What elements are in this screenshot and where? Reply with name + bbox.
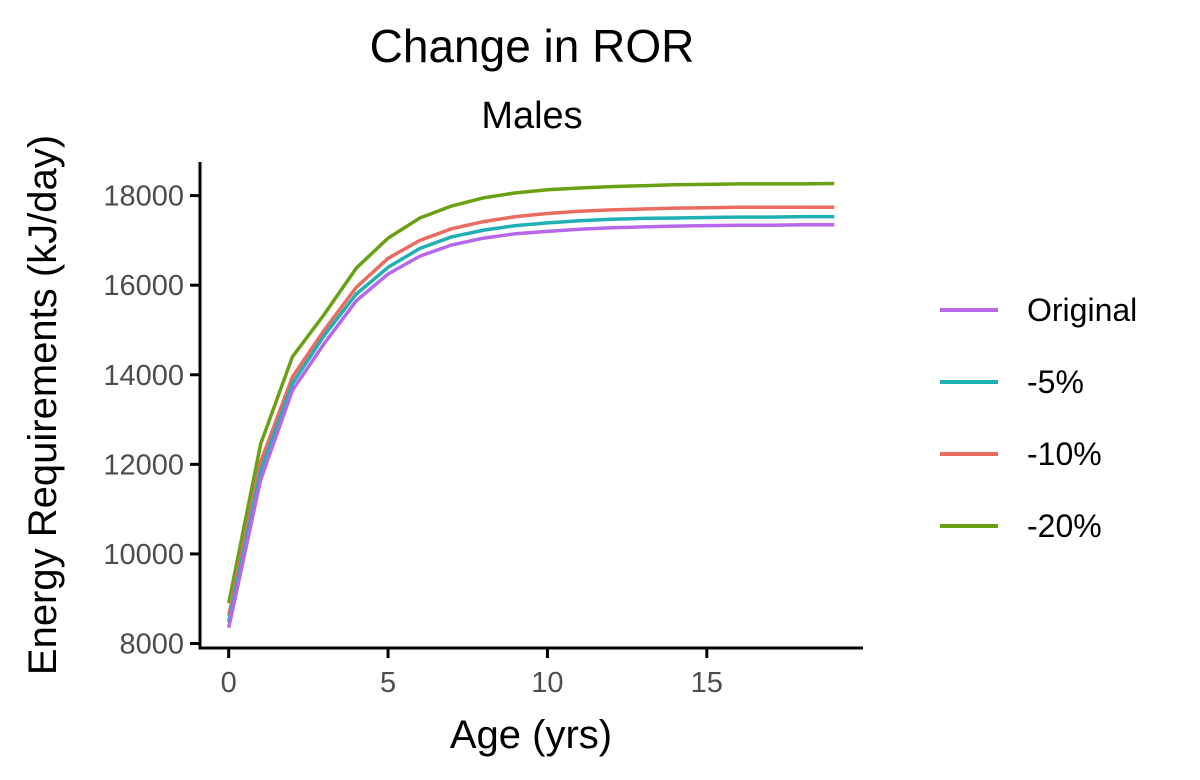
x-tick-label: 0 [221, 667, 237, 699]
y-tick-label: 18000 [103, 181, 184, 213]
y-tick-label: 16000 [103, 270, 184, 302]
y-tick-label: 14000 [103, 360, 184, 392]
x-axis-ticks: 0 5 10 15 [221, 648, 723, 699]
legend-label-3: -10% [1027, 436, 1102, 472]
y-tick-label: 10000 [103, 539, 184, 571]
y-axis-ticks: 8000 10000 12000 14000 16000 18000 [103, 181, 200, 661]
legend-label-1: Original [1027, 292, 1137, 328]
series-line-1 [226, 222, 835, 629]
x-tick-label: 5 [380, 667, 396, 699]
x-tick-label: 15 [691, 667, 723, 699]
x-tick-label: 10 [531, 667, 563, 699]
chart-subtitle: Males [481, 95, 582, 137]
series-line-4 [226, 181, 835, 604]
legend-label-2: -5% [1027, 364, 1084, 400]
legend-label-4: -20% [1027, 508, 1102, 544]
y-axis-title: Energy Requirements (kJ/day) [21, 135, 65, 675]
x-axis-title: Age (yrs) [450, 713, 612, 757]
series-line-2 [226, 214, 835, 623]
series-line-3 [226, 205, 835, 617]
y-tick-label: 8000 [119, 629, 184, 661]
legend: Original -5% -10% -20% [940, 292, 1137, 544]
plot-area [226, 181, 835, 629]
chart-title: Change in ROR [370, 20, 695, 72]
y-tick-label: 12000 [103, 449, 184, 481]
